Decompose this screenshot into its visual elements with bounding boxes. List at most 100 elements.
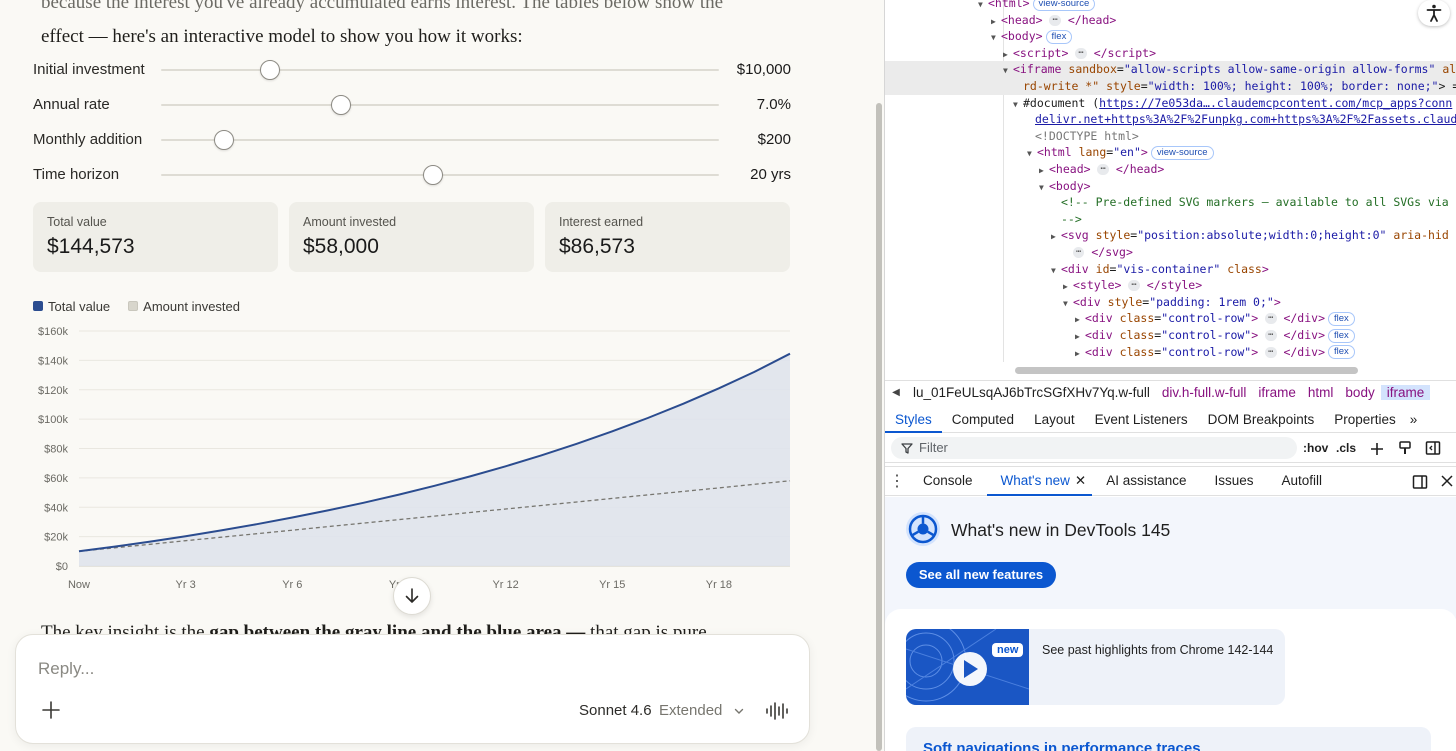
dom-node-line[interactable]: ▶ <script> ⋯ </script> xyxy=(1003,45,1156,62)
see-all-features-button[interactable]: See all new features xyxy=(906,562,1056,588)
annual-rate-slider[interactable] xyxy=(161,95,719,115)
node-badge[interactable]: view-source xyxy=(1150,145,1214,160)
plus-icon[interactable] xyxy=(40,699,62,721)
dom-node-line[interactable]: ▼ <body> flex xyxy=(991,28,1073,45)
expand-toggle-icon[interactable]: ▶ xyxy=(1075,332,1080,341)
expand-toggle-icon[interactable]: ▼ xyxy=(978,0,983,9)
tab-styles[interactable]: Styles xyxy=(885,405,942,433)
tab-issues[interactable]: Issues xyxy=(1214,473,1254,488)
cls-toggle[interactable]: .cls xyxy=(1336,441,1357,455)
paint-brush-icon[interactable] xyxy=(1397,440,1413,456)
toggle-sidebar-icon[interactable] xyxy=(1425,440,1441,456)
dom-node-line[interactable]: ▶ <div class="control-row"> ⋯ </div> flex xyxy=(1075,344,1355,361)
reply-input[interactable]: Reply... xyxy=(38,659,95,678)
voice-waveform-icon[interactable] xyxy=(765,701,789,721)
slider-thumb[interactable] xyxy=(331,95,352,115)
tab-event-listeners[interactable]: Event Listeners xyxy=(1094,411,1188,427)
expand-toggle-icon[interactable]: ▶ xyxy=(1075,348,1080,358)
dom-node-line[interactable]: ▶ <div class="control-row"> ⋯ </div> flex xyxy=(1075,327,1355,344)
more-tabs-icon[interactable]: » xyxy=(1409,411,1418,427)
expand-toggle-icon[interactable]: ▼ xyxy=(1013,99,1018,109)
dom-node-line[interactable]: ▶ <head> ⋯ </head> xyxy=(991,12,1116,29)
breadcrumb-item[interactable]: html xyxy=(1307,385,1334,400)
expand-toggle-icon[interactable]: ▼ xyxy=(1027,149,1032,159)
tab-ai-assistance[interactable]: AI assistance xyxy=(1106,473,1187,488)
breadcrumb-scroll-left-icon[interactable]: ◀ xyxy=(892,387,900,398)
dock-side-icon[interactable] xyxy=(1412,474,1428,490)
tab-layout[interactable]: Layout xyxy=(1034,411,1075,427)
node-badge[interactable]: flex xyxy=(1328,311,1355,326)
y-tick-label: $40k xyxy=(44,502,68,514)
tab-dom-breakpoints[interactable]: DOM Breakpoints xyxy=(1207,411,1315,427)
dom-node-line[interactable]: ▼ <body> xyxy=(1039,178,1091,195)
time-horizon-slider[interactable] xyxy=(161,165,719,185)
expand-toggle-icon[interactable]: ▼ xyxy=(1003,66,1008,76)
node-badge[interactable]: flex xyxy=(1328,345,1355,360)
reply-composer[interactable]: Reply... Sonnet 4.6 Extended xyxy=(15,634,810,744)
dom-node-line[interactable]: <!-- Pre-defined SVG markers — available… xyxy=(1061,195,1449,210)
highlights-card[interactable]: new See past highlights from Chrome 142-… xyxy=(906,629,1285,705)
dom-node-line[interactable]: delivr.net+https%3A%2F%2Funpkg.com+https… xyxy=(1035,112,1456,127)
chevron-down-icon[interactable] xyxy=(733,705,745,717)
mode-selector[interactable]: Extended xyxy=(659,702,723,719)
annual-rate-label: Annual rate xyxy=(33,96,110,113)
breadcrumb-item[interactable]: lu_01FeULsqAJ6bTrcSGfXHv7Yq.w-full xyxy=(913,385,1150,400)
tab-console[interactable]: Console xyxy=(923,473,973,488)
breadcrumb-item[interactable]: body xyxy=(1345,385,1375,400)
close-tab-icon[interactable]: ✕ xyxy=(1074,473,1087,488)
dom-node-line[interactable]: ▶ <svg style="position:absolute;width:0;h… xyxy=(1051,227,1449,244)
dom-node-line[interactable]: ▼ #document (https://7e053da….claudemcpco… xyxy=(1013,95,1452,112)
dom-node-line[interactable]: --> xyxy=(1061,211,1082,226)
add-rule-icon[interactable] xyxy=(1369,441,1385,457)
dom-node-line[interactable]: rd-write *" style="width: 100%; height: … xyxy=(885,78,1456,95)
close-drawer-icon[interactable] xyxy=(1440,474,1454,488)
dom-node-line[interactable]: <!DOCTYPE html> xyxy=(1035,128,1139,143)
expand-toggle-icon[interactable]: ▶ xyxy=(1039,166,1044,175)
expand-toggle-icon[interactable]: ▶ xyxy=(1051,232,1056,242)
expand-toggle-icon[interactable]: ▶ xyxy=(1063,282,1068,292)
expand-toggle-icon[interactable]: ▶ xyxy=(991,16,996,26)
elements-horizontal-scrollbar[interactable] xyxy=(1015,367,1358,374)
slider-thumb[interactable] xyxy=(214,130,235,150)
breadcrumb-item[interactable]: div.h-full.w-full xyxy=(1161,385,1247,400)
expand-toggle-icon[interactable]: ▼ xyxy=(1039,182,1044,192)
expand-toggle-icon[interactable]: ▼ xyxy=(1051,265,1056,275)
initial-investment-row: Initial investment $10,000 xyxy=(33,59,791,81)
dom-node-line[interactable]: ⋯ </svg> xyxy=(1063,244,1133,261)
tab-properties[interactable]: Properties xyxy=(1334,411,1396,427)
initial-investment-slider[interactable] xyxy=(161,60,719,80)
drawer-menu-icon[interactable]: ⋮ xyxy=(889,473,905,490)
dom-node-line[interactable]: ▶ <div class="control-row"> ⋯ </div> flex xyxy=(1075,310,1355,327)
tab-autofill[interactable]: Autofill xyxy=(1281,473,1323,488)
accessibility-button[interactable] xyxy=(1418,0,1450,26)
dom-node-line[interactable]: ▶ <style> ⋯ </style> xyxy=(1063,277,1202,294)
dom-node-line[interactable]: ▶ <head> ⋯ </head> xyxy=(1039,161,1164,178)
hov-toggle[interactable]: :hov xyxy=(1303,441,1329,455)
node-badge[interactable]: flex xyxy=(1045,29,1073,44)
node-badge[interactable]: flex xyxy=(1328,328,1355,343)
filter-input[interactable]: Filter xyxy=(891,437,1297,459)
node-badge[interactable]: view-source xyxy=(1032,0,1096,11)
soft-navigations-card[interactable]: Soft navigations in performance traces xyxy=(906,727,1431,751)
monthly-addition-slider[interactable] xyxy=(161,130,719,150)
breadcrumb-item-active[interactable]: iframe xyxy=(1380,385,1431,400)
dom-node-line[interactable]: ▼ <html> view-source xyxy=(978,0,1096,12)
dom-node-line[interactable]: ▼ <iframe sandbox="allow-scripts allow-sa… xyxy=(885,61,1456,79)
expand-toggle-icon[interactable]: ▼ xyxy=(1063,298,1068,308)
devtools-logo-icon xyxy=(906,512,940,546)
expand-toggle-icon[interactable]: ▶ xyxy=(1003,49,1008,59)
breadcrumb-item[interactable]: iframe xyxy=(1258,385,1296,400)
chat-scrollbar[interactable] xyxy=(874,0,884,751)
model-selector[interactable]: Sonnet 4.6 xyxy=(579,702,652,719)
dom-node-line[interactable]: ▼ <div id="vis-container" class> xyxy=(1051,261,1269,278)
scrollbar-thumb[interactable] xyxy=(876,103,882,751)
tab-whats-new[interactable]: What's new ✕ xyxy=(986,466,1093,496)
scroll-to-bottom-button[interactable] xyxy=(393,577,431,615)
slider-thumb[interactable] xyxy=(422,165,443,185)
expand-toggle-icon[interactable]: ▶ xyxy=(1075,315,1080,325)
expand-toggle-icon[interactable]: ▼ xyxy=(991,33,996,43)
slider-thumb[interactable] xyxy=(259,60,280,80)
tab-computed[interactable]: Computed xyxy=(951,411,1015,427)
dom-node-line[interactable]: ▼ <html lang="en"> view-source xyxy=(1027,144,1214,161)
dom-node-line[interactable]: ▼ <div style="padding: 1rem 0;"> xyxy=(1063,294,1281,311)
